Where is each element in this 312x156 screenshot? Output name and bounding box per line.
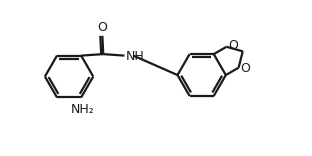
Text: O: O (240, 62, 250, 75)
Text: O: O (228, 39, 238, 52)
Text: NH: NH (126, 50, 144, 63)
Text: NH₂: NH₂ (71, 103, 95, 116)
Text: O: O (97, 21, 107, 34)
